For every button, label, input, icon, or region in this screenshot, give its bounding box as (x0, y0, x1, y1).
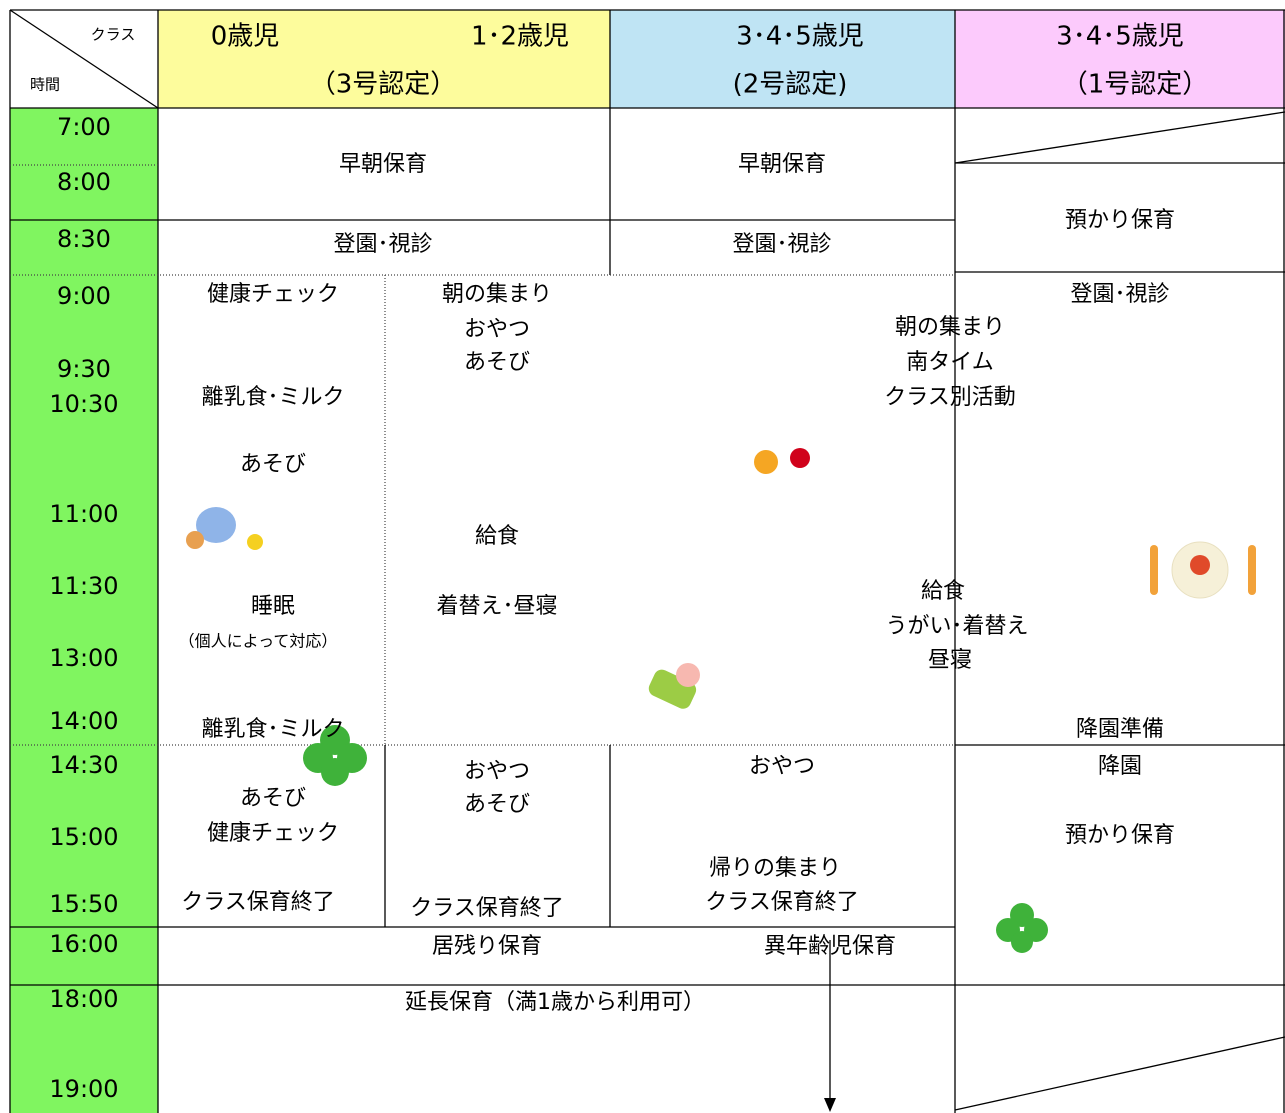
activity-label: おやつ (464, 317, 530, 342)
time-label: 10:30 (49, 390, 118, 418)
header-label: 3･4･5歳児 (736, 22, 864, 52)
activity-label: 健康チェック (207, 821, 339, 846)
activity-label: 給食 (921, 579, 965, 604)
activity-label: 早朝保育 (339, 152, 427, 177)
header-label: (2号認定) (733, 70, 848, 100)
time-label: 13:00 (49, 644, 118, 672)
time-column-bg (10, 108, 158, 1113)
time-label: 14:30 (49, 751, 118, 779)
activity-label: あそび (240, 452, 306, 477)
activity-label: 離乳食･ミルク (201, 385, 344, 410)
activity-label: 延長保育（満1歳から利用可） (405, 990, 705, 1015)
activity-label: 着替え･昼寝 (436, 594, 557, 619)
header-label: 0歳児 (211, 22, 280, 52)
header-bg-2go (610, 10, 955, 108)
activity-label: 南タイム (906, 350, 994, 375)
header-label: 時間 (30, 76, 60, 94)
time-label: 15:00 (49, 823, 118, 851)
activity-label: 異年齢児保育 (764, 934, 896, 959)
header-label: クラス (91, 26, 136, 44)
activity-label: 給食 (475, 524, 519, 549)
time-label: 11:30 (49, 572, 118, 600)
time-label: 15:50 (49, 890, 118, 918)
time-label: 9:30 (57, 355, 111, 383)
time-label: 18:00 (49, 985, 118, 1013)
activity-label: 預かり保育 (1065, 208, 1175, 233)
activity-label: 睡眠 (251, 594, 295, 619)
activity-label: 帰りの集まり (709, 856, 841, 881)
activity-label: 預かり保育 (1065, 823, 1175, 848)
time-label: 8:00 (57, 168, 111, 196)
activity-label: 朝の集まり (442, 282, 552, 307)
activity-label: 降園準備 (1076, 717, 1164, 742)
time-label: 8:30 (57, 225, 111, 253)
activity-label: 登園･視診 (1070, 282, 1169, 307)
decorations (186, 448, 1256, 953)
time-label: 9:00 (57, 282, 111, 310)
activity-label: 昼寝 (928, 648, 972, 673)
activity-label: 離乳食･ミルク (201, 717, 344, 742)
activity-label: クラス保育終了 (181, 890, 335, 915)
activity-label: 登園･視診 (333, 232, 432, 257)
time-label: 19:00 (49, 1075, 118, 1103)
header-label: （3号認定） (310, 70, 457, 100)
header-bg-3go (158, 10, 610, 108)
header-label: 3･4･5歳児 (1056, 22, 1184, 52)
time-label: 16:00 (49, 930, 118, 958)
activity-label: うがい･着替え (885, 614, 1028, 639)
activity-label: 朝の集まり (895, 315, 1005, 340)
activity-label: 早朝保育 (738, 152, 826, 177)
header-bg-1go (955, 10, 1285, 108)
activity-label: （個人によって対応） (179, 632, 338, 651)
activity-label: おやつ (464, 759, 530, 784)
activity-label: おやつ (749, 754, 815, 779)
activity-label: 健康チェック (207, 282, 339, 307)
header-label: （1号認定） (1062, 70, 1209, 100)
activity-label: クラス保育終了 (705, 890, 859, 915)
activity-label: あそび (464, 350, 530, 375)
activity-label: あそび (464, 792, 530, 817)
time-label: 14:00 (49, 707, 118, 735)
activity-label: あそび (240, 786, 306, 811)
activity-label: クラス別活動 (884, 385, 1016, 410)
activity-label: 降園 (1098, 754, 1142, 779)
activity-label: 居残り保育 (432, 934, 542, 959)
time-label: 11:00 (49, 500, 118, 528)
activity-label: 登園･視診 (732, 232, 831, 257)
activity-label: クラス保育終了 (410, 896, 564, 921)
time-label: 7:00 (57, 113, 111, 141)
header-label: 1･2歳児 (471, 22, 569, 52)
grid (9, 9, 1285, 1113)
